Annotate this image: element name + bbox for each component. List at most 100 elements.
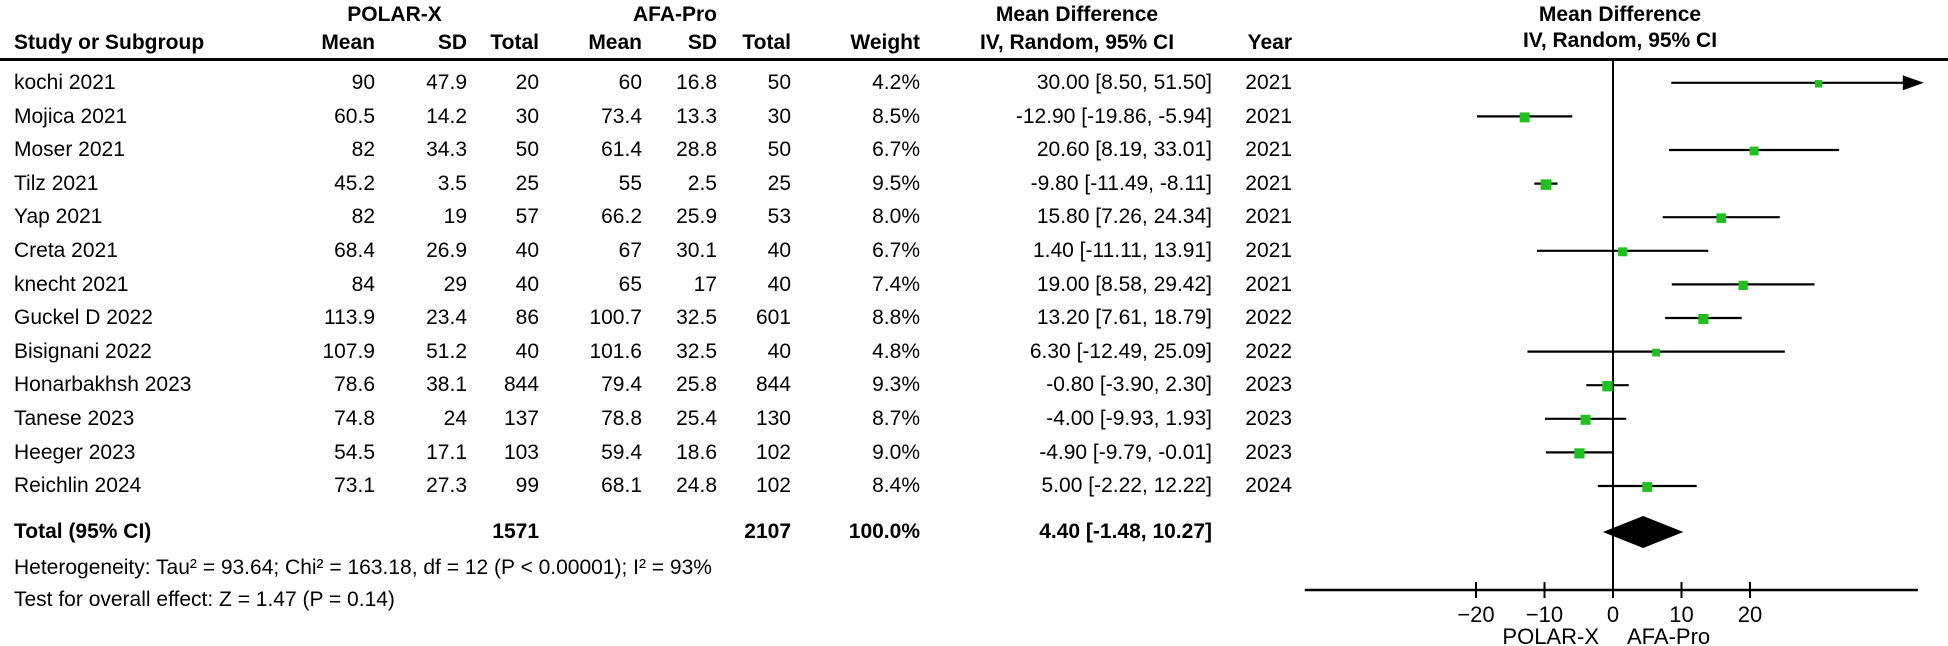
mean2: 73.4 — [601, 104, 642, 128]
total2: 102 — [755, 440, 791, 464]
plot-header-line1: Mean Difference — [1538, 3, 1702, 26]
total1: 20 — [515, 71, 539, 94]
ci-text: 5.00 [-2.22, 12.22] — [1041, 474, 1212, 498]
total2: 130 — [755, 406, 791, 430]
year: 2023 — [1245, 406, 1292, 430]
total1: 86 — [515, 306, 539, 330]
mean1: 82 — [351, 138, 375, 162]
mean1: 113.9 — [324, 306, 375, 330]
total-n1: 1571 — [492, 520, 539, 543]
ci-text: 15.80 [7.26, 24.34] — [1036, 205, 1212, 229]
year: 2021 — [1245, 104, 1292, 128]
year: 2023 — [1245, 373, 1292, 397]
effect-square — [1749, 146, 1759, 156]
year: 2024 — [1245, 474, 1292, 498]
col-sd2: SD — [687, 30, 717, 54]
sd1: 27.3 — [426, 474, 467, 498]
sd1: 17.1 — [426, 440, 467, 464]
sd2: 2.5 — [687, 171, 717, 195]
col-mean2: Mean — [588, 30, 642, 54]
mean1: 107.9 — [322, 339, 375, 363]
sd1: 19 — [443, 205, 467, 229]
effect-square — [1814, 80, 1823, 88]
col-mean1: Mean — [321, 30, 375, 54]
study-name: Creta 2021 — [14, 238, 118, 262]
mean2: 68.1 — [601, 474, 642, 498]
total-weight: 100.0% — [848, 520, 920, 543]
mean2: 67 — [618, 238, 642, 262]
sd2: 25.9 — [676, 205, 717, 229]
ci-text: 20.60 [8.19, 33.01] — [1036, 138, 1212, 162]
sd2: 28.8 — [676, 138, 717, 162]
arrow-right-icon — [1902, 75, 1924, 91]
study-row: Guckel D 2022 113.9 23.4 86 100.7 32.5 601 8.8%… — [0, 301, 1300, 335]
total1: 40 — [515, 238, 539, 262]
total-n2: 2107 — [744, 520, 791, 543]
tick-label: −20 — [1457, 602, 1494, 627]
effect-square — [1738, 280, 1748, 291]
study-row: Reichlin 2024 73.1 27.3 99 68.1 24.8 102 8.4% 5.… — [0, 469, 1300, 503]
ci-text: -4.00 [-9.93, 1.93] — [1046, 406, 1212, 430]
col-ci: IV, Random, 95% CI — [979, 30, 1175, 54]
mean2: 60 — [618, 71, 642, 94]
group-header-row: POLAR-X AFA-Pro Mean Difference — [0, 2, 1300, 28]
mean1: 84 — [351, 272, 375, 296]
tick-label: 0 — [1607, 602, 1619, 627]
year: 2021 — [1245, 205, 1292, 229]
weight: 9.3% — [872, 373, 920, 397]
weight: 4.8% — [872, 339, 920, 363]
weight: 9.0% — [872, 440, 920, 464]
sd2: 25.4 — [676, 406, 717, 430]
total-label: Total (95% CI) — [14, 520, 152, 543]
year: 2021 — [1245, 238, 1292, 262]
group1-header: POLAR-X — [347, 3, 442, 26]
plot-header: Mean Difference IV, Random, 95% CI — [1270, 2, 1948, 54]
effect-header-line1: Mean Difference — [995, 3, 1159, 26]
total1: 103 — [503, 440, 539, 464]
mean2: 101.6 — [589, 339, 642, 363]
year: 2021 — [1245, 272, 1292, 296]
mean1: 45.2 — [334, 171, 375, 195]
total1: 137 — [503, 406, 539, 430]
mean2: 66.2 — [601, 205, 642, 229]
weight: 8.8% — [872, 306, 920, 330]
col-total1: Total — [490, 30, 539, 54]
column-header-row: Study or Subgroup Mean SD Total Mean SD … — [0, 29, 1300, 56]
year: 2022 — [1245, 306, 1292, 330]
sd2: 25.8 — [676, 373, 717, 397]
weight: 8.7% — [872, 406, 920, 430]
mean1: 68.4 — [334, 238, 375, 262]
total1: 30 — [515, 104, 539, 128]
sd2: 18.6 — [676, 440, 717, 464]
table-header: POLAR-X AFA-Pro Mean Difference Study or… — [0, 0, 1948, 61]
sd1: 23.4 — [426, 306, 467, 330]
total2: 102 — [755, 474, 791, 498]
effect-square — [1574, 448, 1585, 459]
ci-text: -12.90 [-19.86, -5.94] — [1015, 104, 1212, 128]
col-total2: Total — [742, 30, 791, 54]
total2: 25 — [767, 171, 791, 195]
study-name: Tanese 2023 — [14, 406, 135, 430]
effect-square — [1716, 213, 1727, 224]
year: 2021 — [1245, 171, 1292, 195]
tick-label: 10 — [1669, 602, 1693, 627]
weight: 9.5% — [872, 171, 920, 195]
col-weight: Weight — [850, 30, 920, 54]
sd2: 32.5 — [676, 306, 717, 330]
sd2: 24.8 — [676, 474, 717, 498]
study-name: Moser 2021 — [14, 138, 125, 162]
study-name: knecht 2021 — [14, 272, 129, 296]
mean1: 90 — [351, 71, 375, 94]
mean2: 65 — [618, 272, 642, 296]
weight: 7.4% — [872, 272, 920, 296]
study-name: Tilz 2021 — [14, 171, 99, 195]
ci-text: 30.00 [8.50, 51.50] — [1036, 71, 1212, 94]
study-row: Yap 2021 82 19 57 66.2 25.9 53 8.0% 15.80 [7.26,… — [0, 200, 1300, 234]
tick-label: −10 — [1526, 602, 1563, 627]
axis-label-right: AFA-Pro — [1627, 624, 1710, 646]
sd1: 29 — [443, 272, 467, 296]
total2: 50 — [767, 71, 791, 94]
group2-header: AFA-Pro — [633, 3, 717, 26]
study-name: kochi 2021 — [14, 71, 116, 94]
study-name: Guckel D 2022 — [14, 306, 153, 330]
